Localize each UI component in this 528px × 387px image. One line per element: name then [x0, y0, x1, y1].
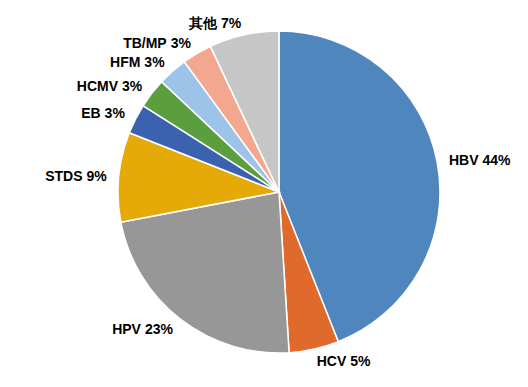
- category-label: TB/MP: [123, 35, 167, 51]
- value-label: 3%: [122, 78, 143, 94]
- value-label: 23%: [145, 321, 174, 337]
- slices: [118, 31, 440, 353]
- data-label: HFM3%: [110, 54, 165, 70]
- category-label: STDS: [45, 168, 82, 184]
- value-label: 7%: [221, 15, 242, 31]
- data-label: HPV23%: [112, 321, 173, 337]
- slice: [210, 31, 279, 192]
- data-label: TB/MP3%: [123, 35, 191, 51]
- data-label: HCMV3%: [77, 78, 143, 94]
- value-label: 5%: [350, 353, 371, 369]
- data-label: HBV44%: [449, 152, 511, 168]
- chart: HBV44%HCV5%HPV23%STDS9%EB3%HCMV3%HFM3%TB…: [0, 0, 528, 387]
- data-label: HCV5%: [317, 353, 371, 369]
- category-label: HBV: [449, 152, 479, 168]
- category-label: 其他: [188, 15, 218, 31]
- category-label: EB: [81, 105, 100, 121]
- data-label: EB 3%: [81, 105, 125, 121]
- value-label: 44%: [482, 152, 511, 168]
- category-label: HFM: [110, 54, 140, 70]
- category-label: HCMV: [77, 78, 119, 94]
- data-label: 其他7%: [188, 15, 242, 31]
- labels: HBV44%HCV5%HPV23%STDS9%EB3%HCMV3%HFM3%TB…: [45, 15, 511, 369]
- value-label: 3%: [171, 35, 192, 51]
- category-label: HCV: [317, 353, 347, 369]
- value-label: 9%: [87, 168, 108, 184]
- value-label: 3%: [105, 105, 126, 121]
- value-label: 3%: [144, 54, 165, 70]
- category-label: HPV: [112, 321, 141, 337]
- data-label: STDS 9%: [45, 168, 107, 184]
